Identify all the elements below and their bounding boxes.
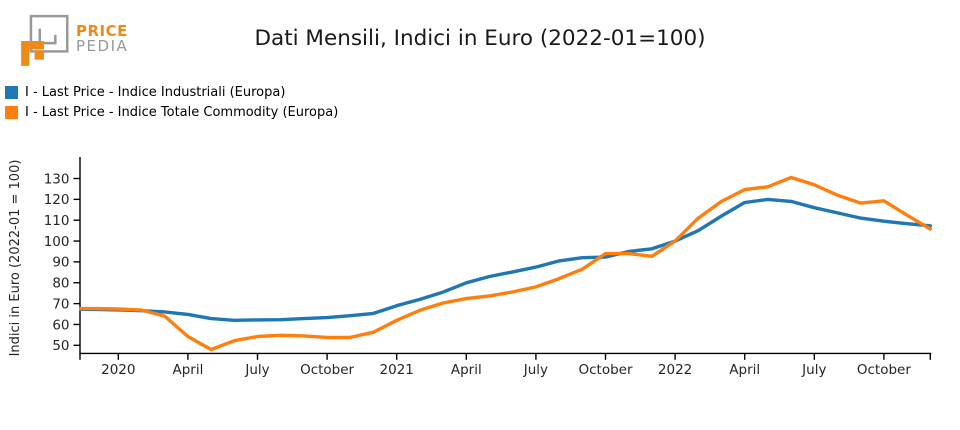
x-tick-label: 2020: [101, 362, 135, 378]
series-line-commodity: [79, 175, 932, 352]
x-tick-label: April: [729, 362, 760, 378]
y-tick-label: 100: [44, 234, 70, 250]
pricepedia-logo-text: PRICE PEDIA: [76, 24, 128, 54]
y-tick-label: 80: [52, 276, 69, 292]
x-tick-label: 2022: [658, 362, 692, 378]
line-chart[interactable]: 50 60 70 80 90 100 110 120 130 2020 April July Octob…: [0, 140, 960, 430]
x-tick-label: April: [451, 362, 482, 378]
x-tick-label: October: [300, 362, 354, 378]
pricepedia-logo-icon: [21, 14, 69, 66]
x-tick-label: October: [578, 362, 632, 378]
y-axis-title: Indici in Euro (2022-01 = 100): [8, 160, 23, 357]
x-tick-label: July: [244, 362, 269, 378]
plot-area[interactable]: 50 60 70 80 90 100 110 120 130 2020 April July Octob…: [0, 140, 960, 430]
series-line-industriali: [79, 197, 932, 322]
x-tick-label: July: [801, 362, 826, 378]
y-tick-label: 60: [52, 317, 69, 333]
x-tick-label: April: [172, 362, 203, 378]
y-tick-label: 130: [44, 171, 70, 187]
legend-swatch-commodity: [5, 105, 18, 119]
legend: I - Last Price - Indice Industriali (Eur…: [5, 82, 338, 122]
x-tick-label: October: [857, 362, 911, 378]
y-tick-label: 120: [44, 192, 70, 208]
legend-item-commodity[interactable]: I - Last Price - Indice Totale Commodity…: [5, 102, 338, 122]
legend-label-commodity: I - Last Price - Indice Totale Commodity…: [25, 104, 339, 120]
y-tick-label: 70: [52, 296, 69, 312]
y-tick-label: 50: [52, 338, 69, 354]
logo-text-price: PRICE: [76, 22, 128, 40]
logo-text-pedia: PEDIA: [76, 37, 129, 55]
x-tick-label: 2021: [380, 362, 414, 378]
axes-spines: [79, 157, 932, 355]
pricepedia-logo: PRICE PEDIA: [20, 12, 200, 76]
legend-label-industriali: I - Last Price - Indice Industriali (Eur…: [25, 84, 286, 100]
chart-title: Dati Mensili, Indici in Euro (2022-01=10…: [254, 26, 706, 51]
legend-swatch-industriali: [5, 85, 18, 99]
x-tick-label: July: [523, 362, 548, 378]
y-tick-label: 90: [52, 255, 69, 271]
legend-item-industriali[interactable]: I - Last Price - Indice Industriali (Eur…: [5, 82, 338, 102]
y-tick-label: 110: [44, 213, 70, 229]
